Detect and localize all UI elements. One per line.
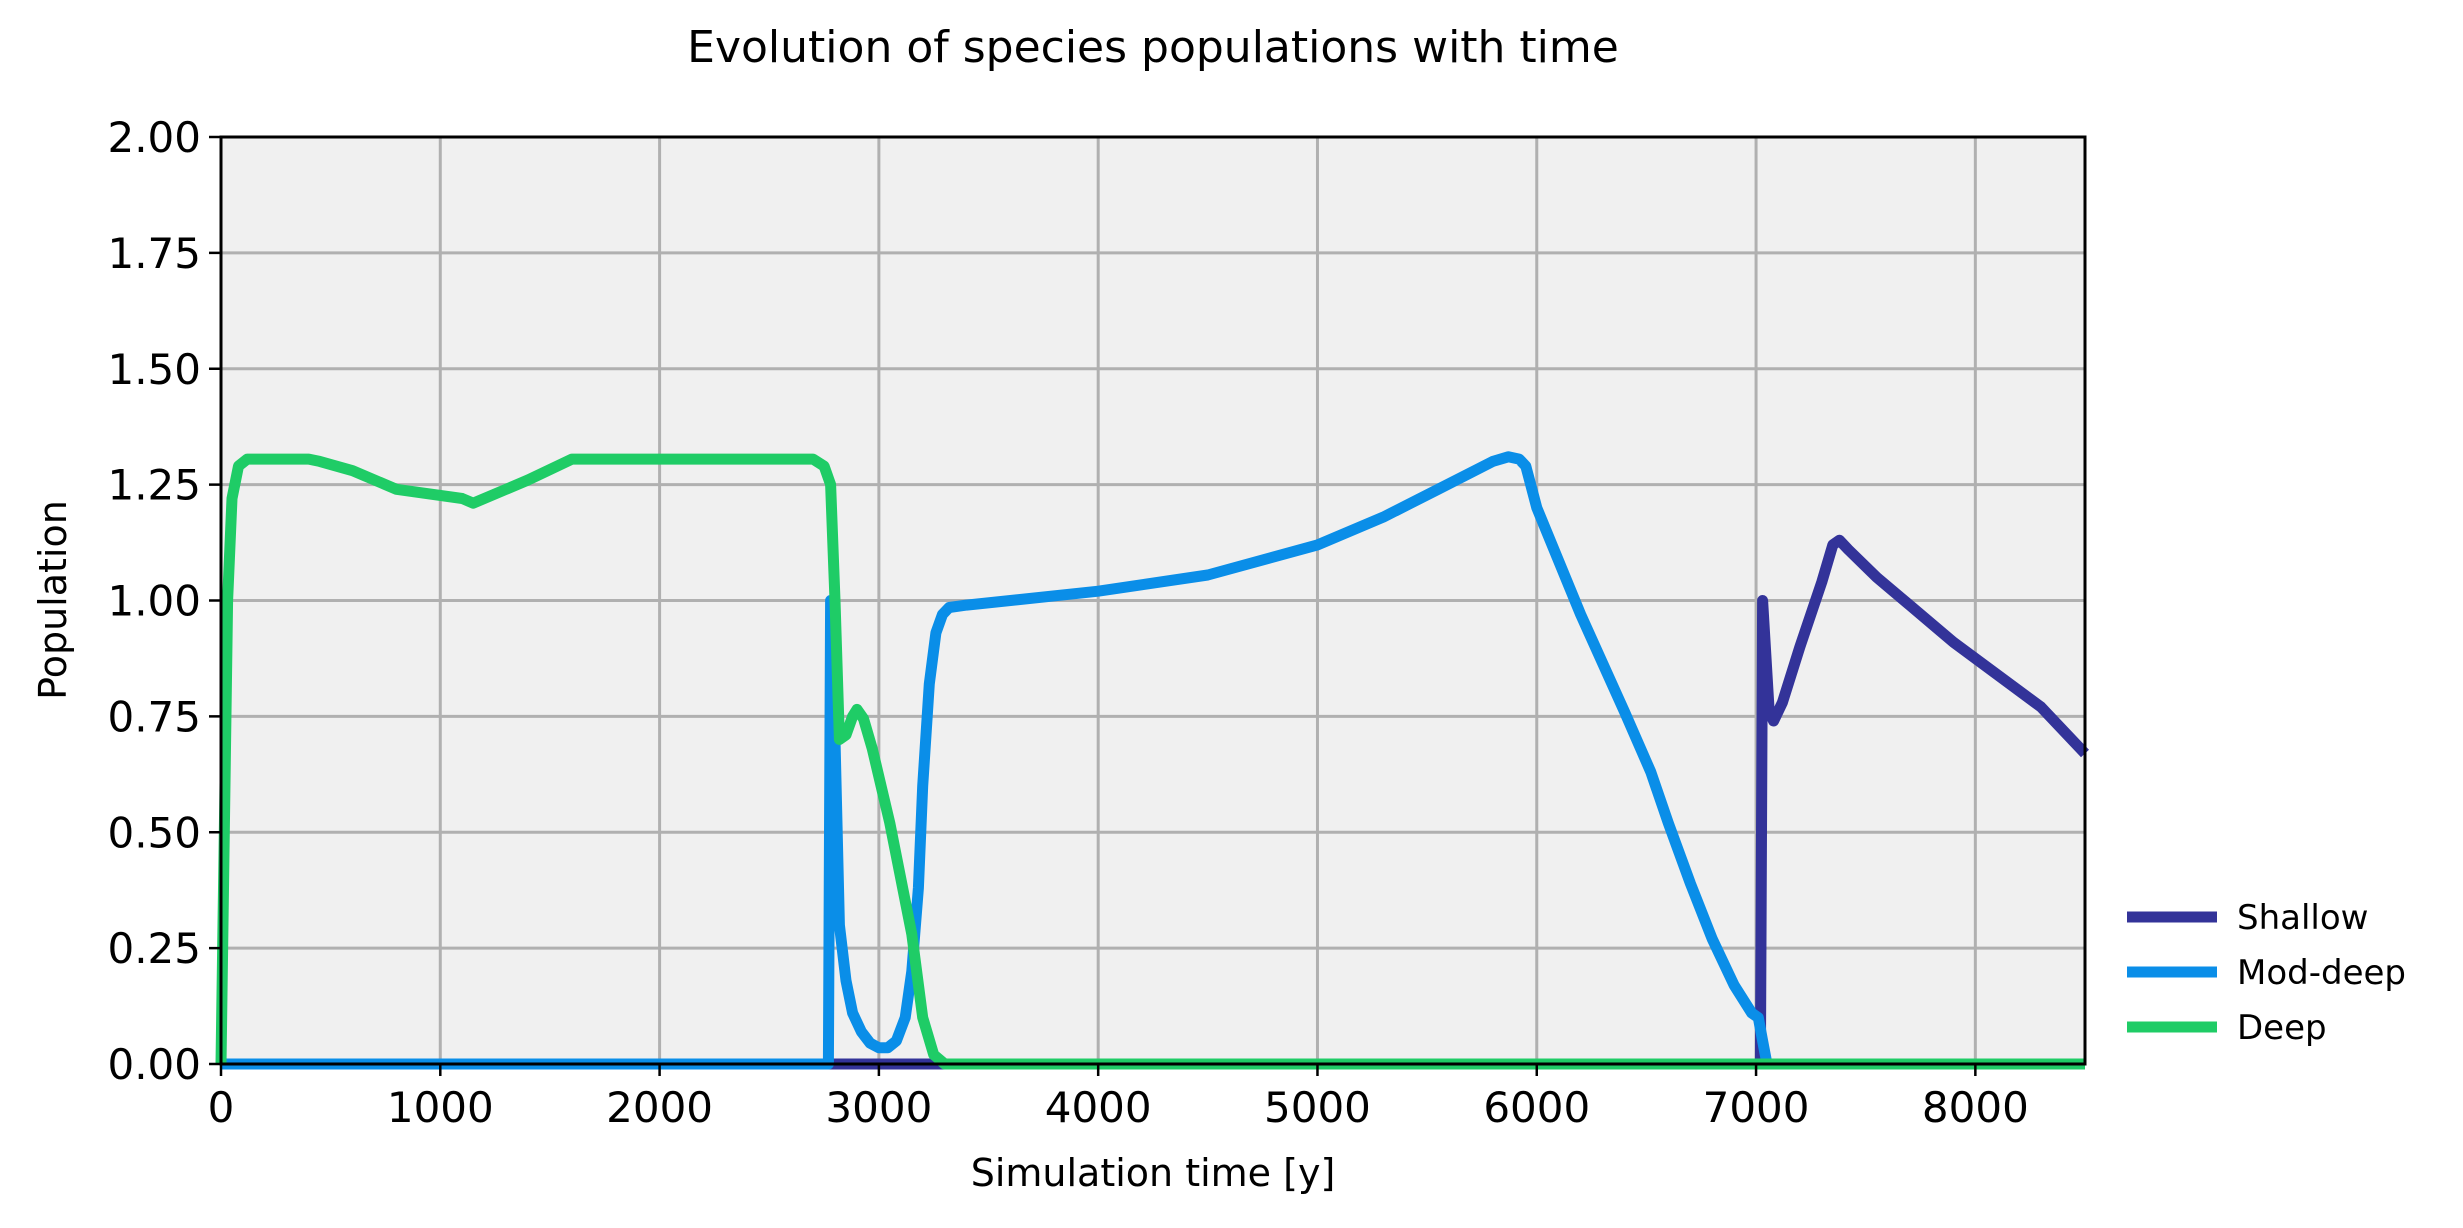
x-tick-label: 6000 [1483,1083,1590,1132]
x-tick-label: 4000 [1045,1083,1152,1132]
legend: Shallow Mod-deep Deep [2127,898,2406,1048]
x-tick-label: 2000 [606,1083,713,1132]
y-tick-label: 0.50 [107,808,201,857]
y-tick-label: 1.00 [107,577,201,626]
legend-label-mod-deep: Mod-deep [2237,953,2406,993]
x-tick-label: 8000 [1922,1083,2029,1132]
y-tick-label: 0.00 [107,1040,201,1089]
x-tick-label: 7000 [1703,1083,1810,1132]
x-tick-label: 0 [208,1083,235,1132]
y-axis-label: Population [31,500,75,700]
legend-label-shallow: Shallow [2237,898,2368,938]
chart-title: Evolution of species populations with ti… [687,22,1619,73]
y-tick-label: 1.75 [107,229,201,278]
legend-label-deep: Deep [2237,1008,2327,1048]
series-line-deep [215,453,2085,1070]
y-tick-label: 0.75 [107,692,201,741]
x-tick-label: 3000 [825,1083,932,1132]
y-tick-label: 1.25 [107,461,201,510]
y-tick-label: 1.50 [107,345,201,394]
x-tick-label: 5000 [1264,1083,1371,1132]
x-axis-ticks: 0 1000 2000 3000 4000 5000 6000 7000 8000 [208,1064,2029,1132]
y-tick-label: 2.00 [107,113,201,162]
x-tick-label: 1000 [387,1083,494,1132]
y-tick-label: 0.25 [107,924,201,973]
series-line-mod-deep [221,451,2085,1070]
y-axis-ticks: 0.00 0.25 0.50 0.75 1.00 1.25 1.50 1.75 2.00 [107,113,221,1089]
x-axis-label: Simulation time [y] [971,1151,1336,1195]
